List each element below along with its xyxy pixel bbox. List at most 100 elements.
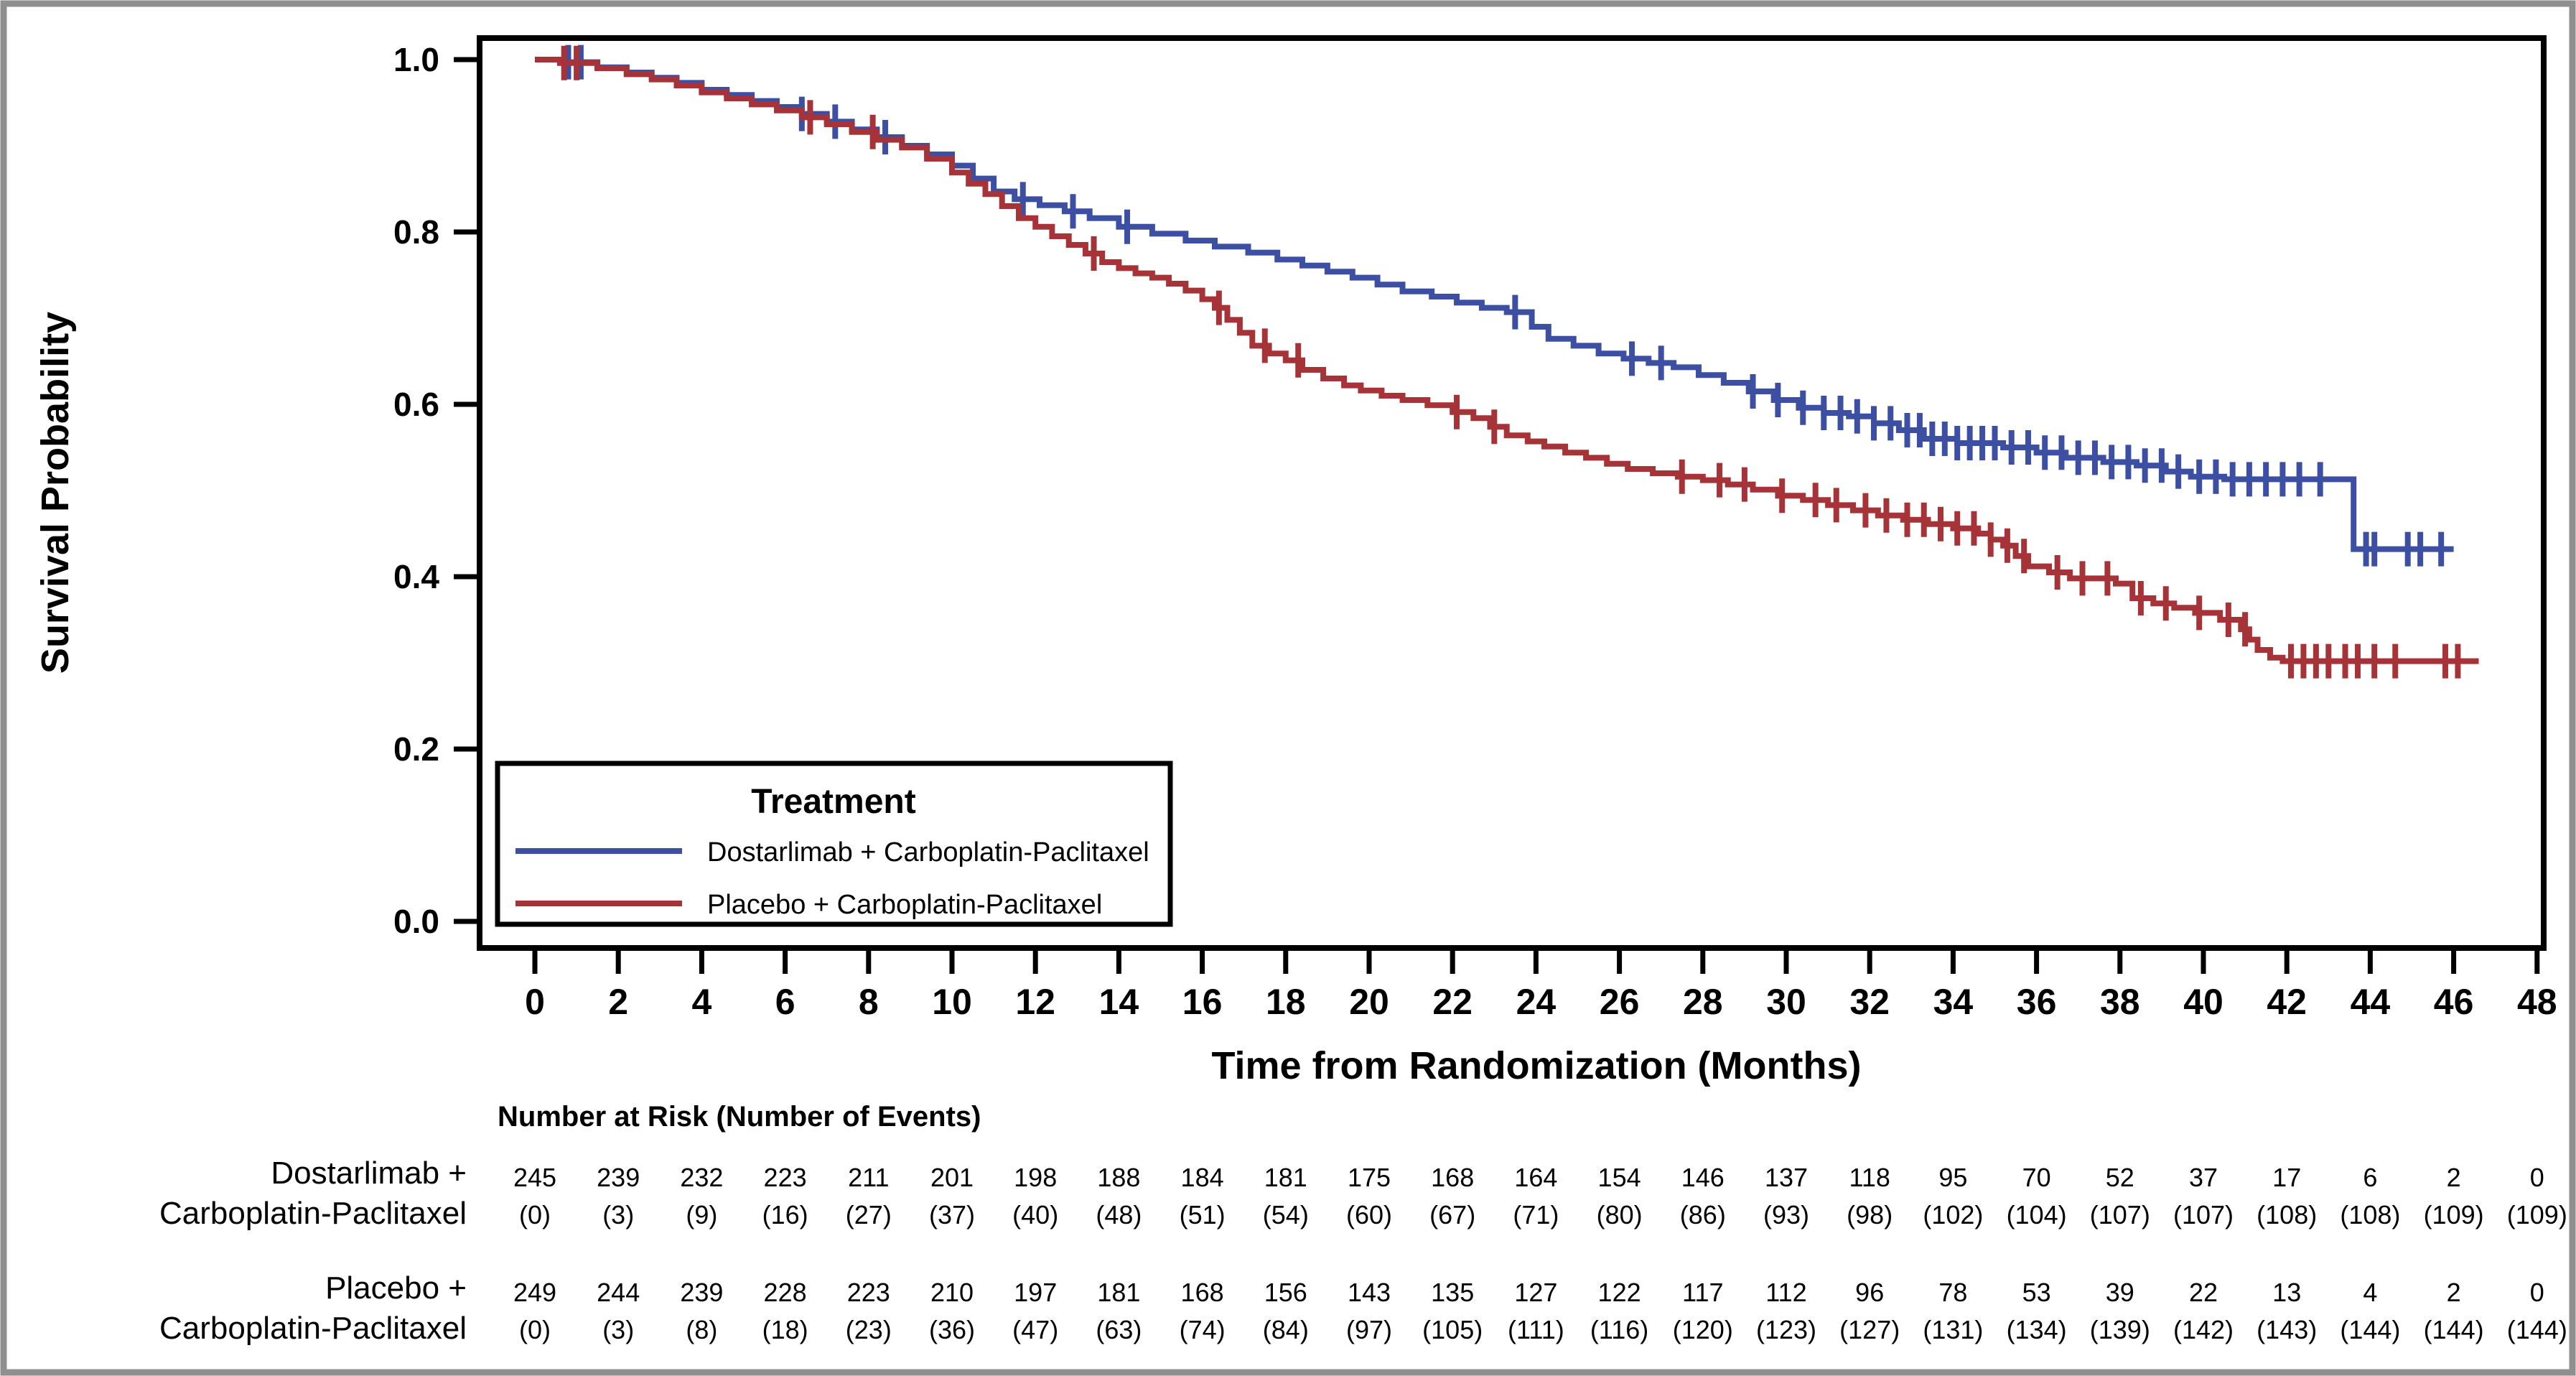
risk-at-risk-value: 201 [930, 1163, 974, 1192]
risk-events-value: (67) [1429, 1200, 1475, 1229]
risk-at-risk-value: 22 [2189, 1278, 2218, 1307]
risk-events-value: (97) [1346, 1315, 1392, 1344]
x-tick-label: 4 [691, 982, 711, 1022]
risk-events-value: (108) [2340, 1200, 2400, 1229]
risk-at-risk-value: 52 [2106, 1163, 2134, 1192]
risk-at-risk-value: 143 [1348, 1278, 1391, 1307]
legend: Treatment Dostarlimab + Carboplatin-Pacl… [495, 761, 1173, 927]
risk-at-risk-value: 95 [1938, 1163, 1967, 1192]
risk-at-risk-value: 4 [2363, 1278, 2377, 1307]
risk-events-value: (144) [2424, 1315, 2484, 1344]
y-axis-title: Survival Probability [34, 312, 77, 674]
risk-at-risk-value: 245 [513, 1163, 556, 1192]
x-axis: 0 2 4 6 8 10 12 14 16 18 20 22 24 26 28 30 32 34 36 38 40 42 4… [525, 948, 2557, 1022]
survival-curves [535, 45, 2479, 679]
risk-events-value: (86) [1680, 1200, 1726, 1229]
x-tick-label: 8 [859, 982, 879, 1022]
y-tick-label: 0.2 [393, 730, 439, 768]
risk-events-value: (111) [1508, 1315, 1564, 1344]
risk-events-value: (54) [1263, 1200, 1309, 1229]
x-tick-label: 24 [1516, 982, 1557, 1022]
risk-row-label-placebo-1: Placebo + [325, 1270, 467, 1306]
risk-at-risk-value: 156 [1264, 1278, 1307, 1307]
risk-events-value: (3) [602, 1200, 634, 1229]
risk-events-value: (74) [1180, 1315, 1226, 1344]
risk-events-value: (98) [1847, 1200, 1893, 1229]
risk-events-value: (9) [686, 1200, 717, 1229]
y-axis: 1.0 0.8 0.6 0.4 0.2 0.0 [393, 41, 480, 940]
x-tick-label: 12 [1015, 982, 1055, 1022]
risk-events-value: (134) [2007, 1315, 2067, 1344]
risk-events-value: (51) [1180, 1200, 1226, 1229]
x-tick-label: 46 [2434, 982, 2474, 1022]
y-tick-label: 0.4 [393, 558, 439, 595]
risk-events-value: (142) [2173, 1315, 2234, 1344]
risk-at-risk-value: 168 [1181, 1278, 1224, 1307]
risk-at-risk-value: 249 [513, 1278, 556, 1307]
risk-at-risk-value: 228 [764, 1278, 807, 1307]
risk-events-value: (84) [1263, 1315, 1309, 1344]
risk-events-value: (123) [1756, 1315, 1816, 1344]
risk-at-risk-value: 17 [2272, 1163, 2301, 1192]
x-tick-label: 40 [2183, 982, 2223, 1022]
risk-events-value: (108) [2257, 1200, 2317, 1229]
risk-at-risk-value: 117 [1682, 1278, 1723, 1307]
risk-events-value: (27) [846, 1200, 892, 1229]
risk-events-value: (36) [929, 1315, 975, 1344]
risk-at-risk-value: 181 [1097, 1278, 1140, 1307]
risk-at-risk-value: 137 [1765, 1163, 1808, 1192]
risk-events-value: (37) [929, 1200, 975, 1229]
risk-at-risk-value: 0 [2530, 1163, 2544, 1192]
risk-events-value: (16) [762, 1200, 808, 1229]
risk-events-value: (144) [2340, 1315, 2400, 1344]
risk-at-risk-value: 184 [1181, 1163, 1224, 1192]
risk-events-value: (0) [519, 1200, 551, 1229]
x-tick-label: 36 [2017, 982, 2057, 1022]
risk-at-risk-value: 96 [1855, 1278, 1884, 1307]
risk-at-risk-value: 223 [764, 1163, 807, 1192]
risk-table-values: 245(0)239(3)232(9)223(16)211(27)201(37)1… [513, 1163, 2567, 1344]
x-tick-label: 32 [1849, 982, 1890, 1022]
risk-events-value: (23) [846, 1315, 892, 1344]
risk-at-risk-value: 175 [1348, 1163, 1391, 1192]
risk-at-risk-value: 239 [680, 1278, 723, 1307]
risk-at-risk-value: 188 [1097, 1163, 1140, 1192]
legend-label-dostarlimab: Dostarlimab + Carboplatin-Paclitaxel [707, 837, 1149, 868]
risk-events-value: (107) [2173, 1200, 2234, 1229]
legend-title: Treatment [751, 783, 915, 821]
risk-table: Number at Risk (Number of Events) Dostar… [159, 1101, 981, 1346]
risk-at-risk-value: 164 [1514, 1163, 1557, 1192]
risk-at-risk-value: 223 [847, 1278, 890, 1307]
risk-events-value: (93) [1763, 1200, 1809, 1229]
risk-events-value: (60) [1346, 1200, 1392, 1229]
risk-table-header: Number at Risk (Number of Events) [498, 1101, 981, 1133]
risk-events-value: (127) [1839, 1315, 1900, 1344]
risk-events-value: (40) [1012, 1200, 1058, 1229]
x-tick-label: 26 [1600, 982, 1640, 1022]
y-tick-label: 0.8 [393, 213, 439, 251]
x-tick-label: 44 [2351, 982, 2391, 1022]
risk-events-value: (107) [2090, 1200, 2150, 1229]
risk-at-risk-value: 244 [597, 1278, 640, 1307]
x-tick-label: 22 [1432, 982, 1473, 1022]
risk-events-value: (47) [1012, 1315, 1058, 1344]
risk-at-risk-value: 198 [1014, 1163, 1057, 1192]
x-tick-label: 38 [2100, 982, 2140, 1022]
risk-at-risk-value: 53 [2022, 1278, 2051, 1307]
risk-at-risk-value: 70 [2022, 1163, 2051, 1192]
risk-events-value: (48) [1096, 1200, 1142, 1229]
risk-at-risk-value: 239 [597, 1163, 640, 1192]
risk-at-risk-value: 13 [2272, 1278, 2301, 1307]
risk-at-risk-value: 6 [2363, 1163, 2377, 1192]
risk-events-value: (120) [1673, 1315, 1733, 1344]
risk-at-risk-value: 122 [1598, 1278, 1641, 1307]
x-tick-label: 16 [1182, 982, 1223, 1022]
legend-box [495, 761, 1173, 927]
x-axis-title: Time from Randomization (Months) [1212, 1044, 1862, 1087]
risk-events-value: (131) [1923, 1315, 1983, 1344]
y-tick-label: 0.6 [393, 386, 439, 423]
x-tick-label: 10 [932, 982, 972, 1022]
